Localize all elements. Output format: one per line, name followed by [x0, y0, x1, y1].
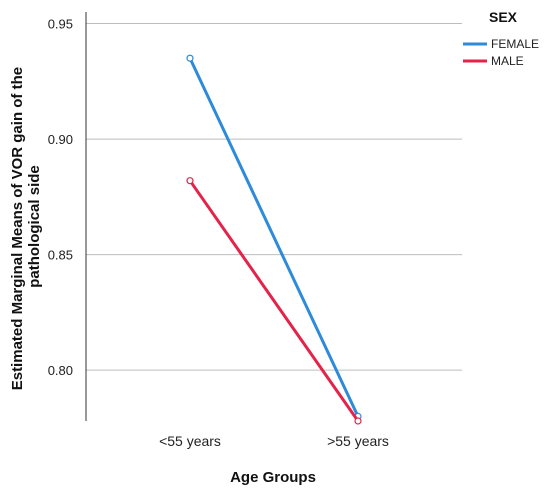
y-tick-label: 0.90 [48, 132, 73, 147]
series-line-male [188, 179, 360, 423]
x-tick-labels: <55 years >55 years [159, 433, 389, 449]
legend-title: SEX [489, 9, 518, 25]
x-tick-label: >55 years [327, 433, 389, 449]
y-tick-label: 0.95 [48, 17, 73, 32]
y-axis-title-line-1: Estimated Marginal Means of VOR gain of … [9, 67, 26, 390]
x-axis-title: Age Groups [230, 469, 316, 486]
x-tick-label: <55 years [159, 433, 221, 449]
data-point-female [186, 54, 194, 62]
data-point-male [354, 417, 362, 425]
legend-label-male: MALE [491, 54, 524, 68]
series-line-female [188, 56, 360, 418]
data-point-male [186, 177, 194, 185]
series-group [186, 54, 362, 425]
y-axis-title: Estimated Marginal Means of VOR gain of … [9, 63, 43, 391]
grid-lines [86, 23, 462, 371]
legend-label-female: FEMALE [491, 37, 539, 51]
y-tick-label: 0.85 [48, 248, 73, 263]
y-axis-title-line-2: pathological side [26, 165, 43, 288]
y-tick-label: 0.80 [48, 363, 73, 378]
legend: SEX FEMALE MALE [463, 9, 539, 68]
y-tick-labels: 0.80 0.85 0.90 0.95 [48, 17, 73, 379]
